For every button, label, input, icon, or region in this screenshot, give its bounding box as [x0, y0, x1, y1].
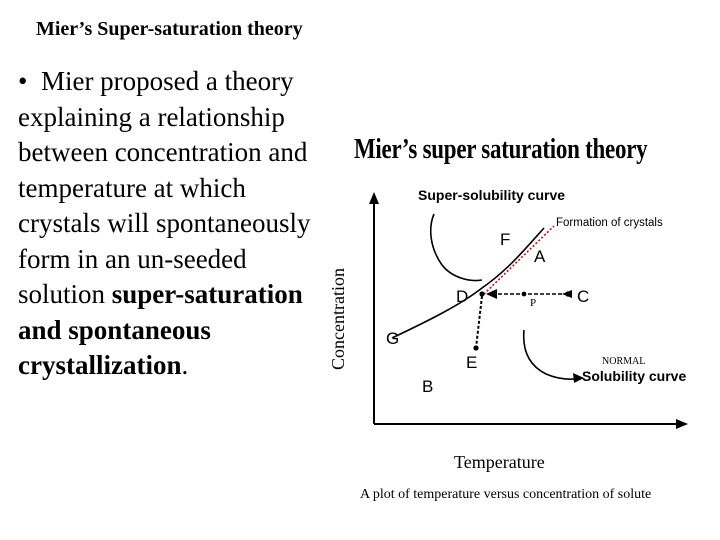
bullet-end: .	[181, 350, 189, 380]
point-a-label: A	[534, 247, 546, 266]
super-solubility-curve	[429, 213, 483, 282]
point-e-label: E	[466, 353, 477, 372]
point-b-label: B	[422, 377, 433, 396]
point-f-label: F	[500, 230, 510, 249]
super-saturation-diagram: Concentration Temperature A plot of temp…	[328, 187, 688, 502]
crystal-formation-line	[483, 225, 555, 295]
bullet-symbol: •	[18, 66, 28, 96]
crystal-formation-label: Formation of crystals	[556, 217, 663, 229]
evaporation-path-line	[475, 295, 483, 349]
figure-title: Mier’s super saturation theory	[354, 134, 648, 165]
y-axis-label: Concentration	[328, 268, 348, 370]
slide-title: Mier’s Super-saturation theory	[36, 18, 303, 40]
x-axis-label: Temperature	[454, 452, 545, 472]
solubility-curve	[391, 227, 545, 339]
point-d-marker	[479, 291, 485, 297]
point-d-label: D	[456, 287, 468, 306]
solubility-label: Solubility curve	[582, 368, 686, 384]
x-axis-arrow-icon	[676, 419, 688, 429]
point-c-label: C	[577, 287, 589, 306]
y-axis-arrow-icon	[369, 192, 379, 204]
normal-curve-arrow-icon	[573, 373, 584, 383]
normal-label: NORMAL	[602, 356, 645, 367]
point-e-marker	[473, 345, 479, 351]
normal-solubility-curve	[522, 329, 583, 380]
bullet-bold-text: super-saturation and spontaneous crystal…	[18, 279, 303, 380]
point-g-label: G	[386, 329, 399, 348]
cooling-arrow-icon	[486, 289, 497, 299]
figure-caption: A plot of temperature versus concentrati…	[360, 487, 651, 502]
super-solubility-label: Super-solubility curve	[418, 187, 565, 203]
point-p-label: P	[530, 297, 536, 309]
bullet-paragraph: • Mier proposed a theory explaining a re…	[18, 64, 318, 384]
bullet-text: Mier proposed a theory explaining a rela…	[18, 66, 311, 309]
point-p-marker	[521, 291, 527, 297]
point-c-marker	[565, 291, 571, 297]
